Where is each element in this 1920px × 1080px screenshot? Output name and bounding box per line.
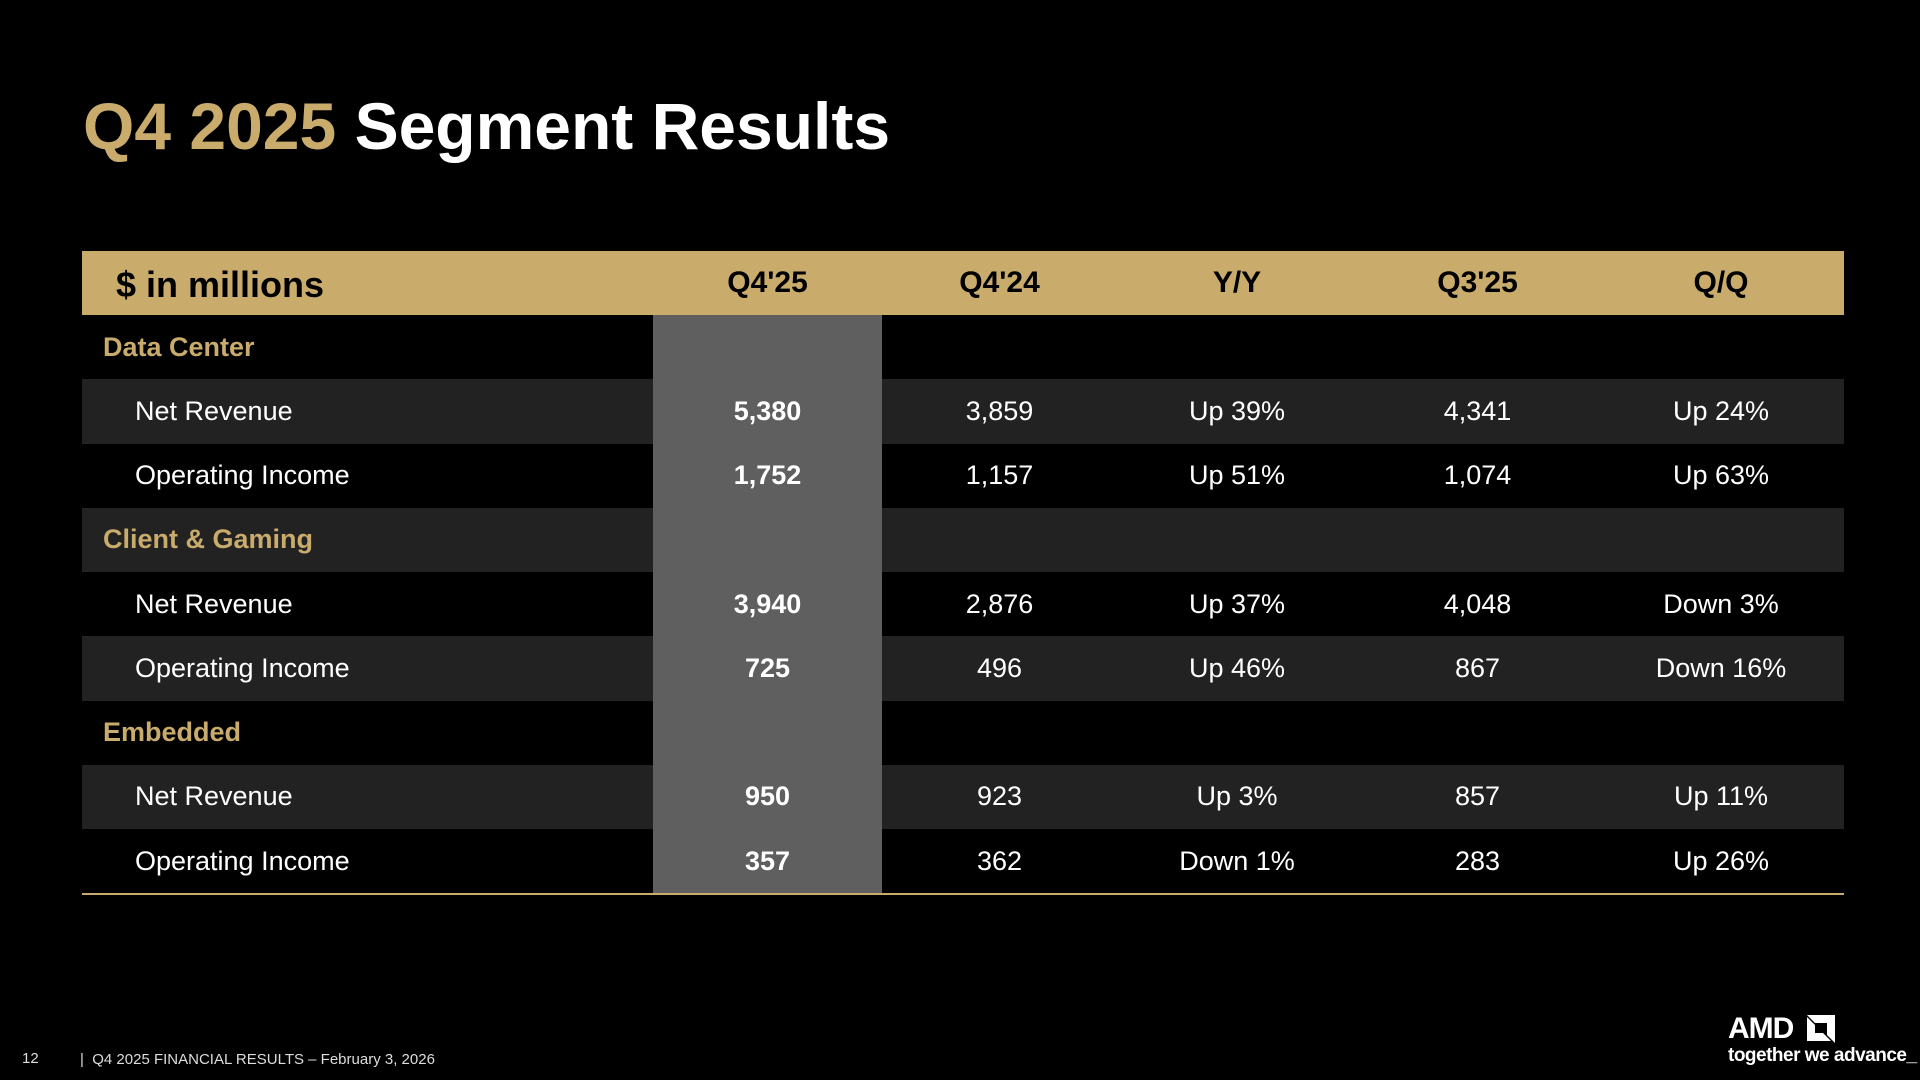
row-background — [82, 379, 1844, 444]
cell-value: 4,341 — [1443, 395, 1512, 426]
row-label: Net Revenue — [135, 588, 293, 619]
row-background — [82, 764, 1844, 829]
column-header: $ in millions — [116, 264, 325, 305]
cell-value: Up 39% — [1188, 395, 1286, 426]
row-label: Operating Income — [135, 460, 350, 491]
row-label: Net Revenue — [135, 781, 293, 812]
cell-value: 496 — [976, 652, 1023, 683]
title-text: Segment Results — [354, 89, 891, 163]
slide-title: Q4 2025 Segment Results — [83, 88, 890, 164]
cell-value: Down 3% — [1663, 588, 1779, 619]
cell-value: 4,048 — [1443, 588, 1512, 619]
section-label: Client & Gaming — [103, 524, 314, 555]
row-label: Net Revenue — [135, 395, 293, 426]
footer-text: Q4 2025 FINANCIAL RESULTS – February 3, … — [92, 1051, 435, 1068]
cell-value: 923 — [976, 781, 1023, 812]
table-bottom-rule — [82, 893, 1844, 896]
logo-arrow — [1807, 1015, 1835, 1043]
footer-separator: | — [80, 1051, 84, 1068]
cell-value: Up 51% — [1188, 460, 1286, 491]
section-label: Data Center — [103, 331, 255, 362]
cell-value: 1,074 — [1443, 460, 1512, 491]
cell-value: 5,380 — [733, 395, 802, 426]
logo-brand: AMD — [1728, 1012, 1794, 1045]
page-number: 12 — [22, 1050, 39, 1067]
cell-value: 725 — [744, 652, 791, 683]
cell-value: Up 63% — [1672, 460, 1770, 491]
title-highlight: Q4 2025 — [83, 89, 337, 163]
column-header: Q4'24 — [959, 266, 1040, 299]
column-header: Q3'25 — [1437, 266, 1518, 299]
column-header: Y/Y — [1212, 266, 1262, 299]
section-label: Embedded — [103, 717, 242, 748]
cell-value: 3,940 — [733, 588, 802, 619]
cell-value: 950 — [744, 781, 791, 812]
row-background — [82, 636, 1844, 701]
cell-value: Up 3% — [1196, 781, 1278, 812]
cell-value: 1,752 — [733, 460, 802, 491]
cell-value: 857 — [1454, 781, 1501, 812]
row-label: Operating Income — [135, 845, 350, 876]
cell-value: Up 46% — [1188, 652, 1286, 683]
cell-value: Up 26% — [1672, 845, 1770, 876]
cell-value: 283 — [1454, 845, 1501, 876]
logo-tagline: together we advance_ — [1728, 1045, 1917, 1066]
highlight-column — [653, 315, 882, 894]
column-header: Q/Q — [1693, 266, 1749, 299]
footer: | Q4 2025 FINANCIAL RESULTS – February 3… — [80, 1051, 435, 1068]
cell-value: Up 11% — [1673, 781, 1769, 812]
cell-value: 867 — [1454, 652, 1501, 683]
cell-value: 362 — [976, 845, 1023, 876]
cell-value: Up 24% — [1672, 395, 1770, 426]
cell-value: 1,157 — [965, 460, 1034, 491]
cell-value: Up 37% — [1188, 588, 1286, 619]
cell-value: 2,876 — [965, 588, 1034, 619]
cell-value: Down 1% — [1179, 845, 1295, 876]
header-bar — [82, 251, 1844, 315]
cell-value: Down 16% — [1655, 652, 1787, 683]
cell-value: 3,859 — [965, 395, 1034, 426]
cell-value: 357 — [744, 845, 791, 876]
row-label: Operating Income — [135, 652, 350, 683]
row-background — [82, 507, 1844, 572]
column-header: Q4'25 — [727, 266, 808, 299]
